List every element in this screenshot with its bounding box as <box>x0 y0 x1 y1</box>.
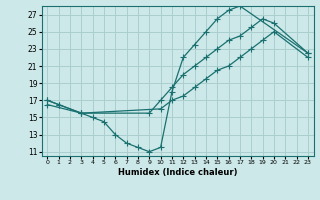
X-axis label: Humidex (Indice chaleur): Humidex (Indice chaleur) <box>118 168 237 177</box>
